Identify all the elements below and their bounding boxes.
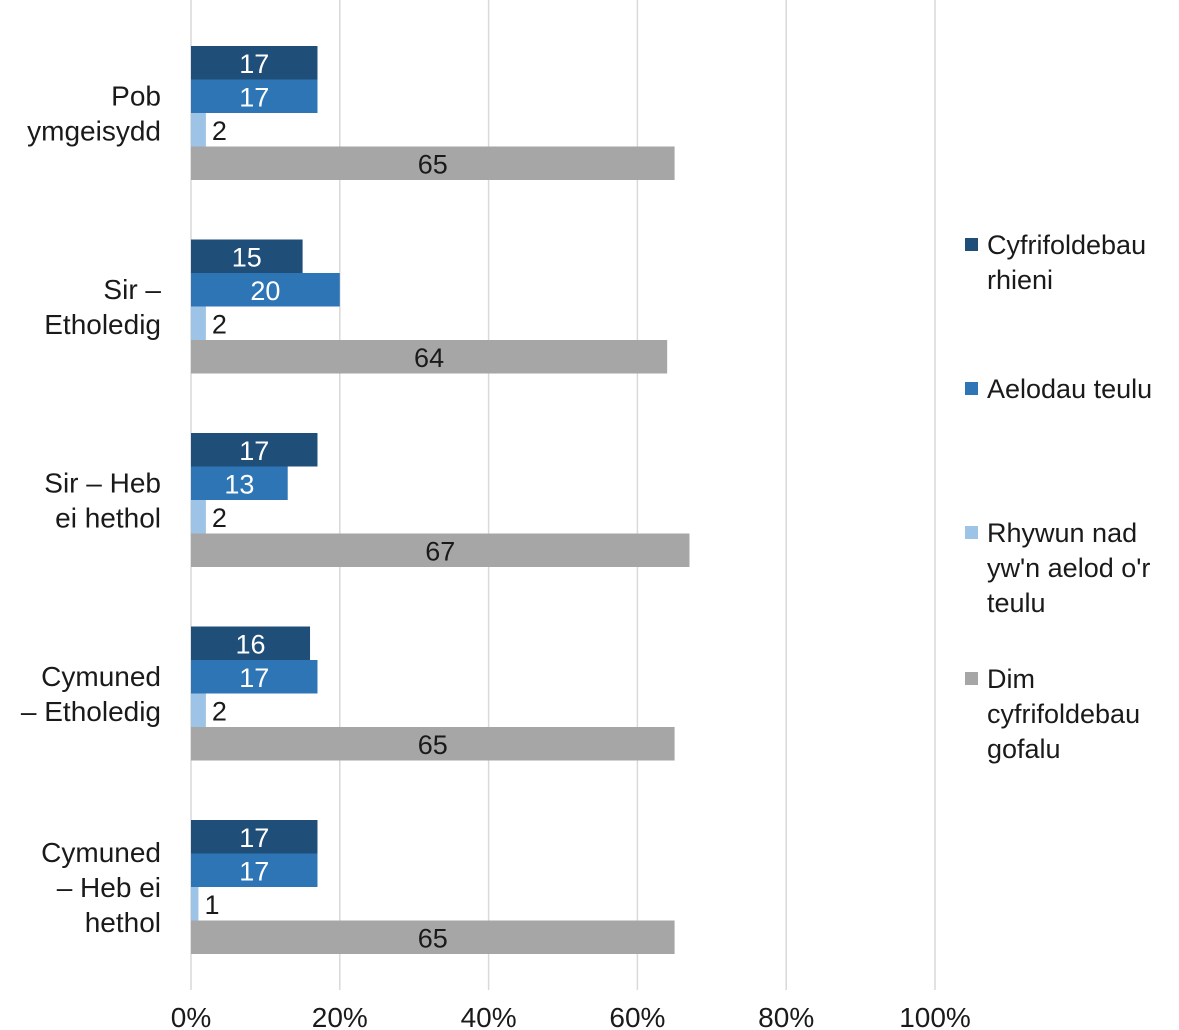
- bar: [191, 239, 303, 273]
- bar: [191, 273, 340, 307]
- bar: [191, 306, 206, 340]
- data-label: 65: [418, 730, 448, 760]
- data-label: 1: [204, 890, 219, 920]
- bar: [191, 433, 318, 467]
- bar: [191, 146, 675, 180]
- category-label: Cymuned – Heb ei hethol: [41, 837, 161, 938]
- legend-swatch: [965, 238, 978, 251]
- x-tick-label: 40%: [461, 1002, 517, 1030]
- x-tick-label: 60%: [609, 1002, 665, 1030]
- category-label: Sir – Heb ei hethol: [44, 468, 161, 534]
- data-label: 64: [414, 343, 444, 373]
- data-label: 65: [418, 923, 448, 953]
- bar: [191, 466, 288, 500]
- x-axis-tick-labels: 0% 20% 40% 60% 80% 100%: [171, 1002, 971, 1030]
- category-label: Cymuned – Etholedig: [21, 661, 161, 727]
- x-tick-label: 100%: [899, 1002, 971, 1030]
- legend: Cyfrifoldebau rhieni Aelodau teulu Rhywun n…: [965, 0, 1175, 1030]
- data-label: 2: [212, 503, 227, 533]
- data-label: 65: [418, 149, 448, 179]
- legend-label: Rhywun nad yw'n aelod o'r teulu: [987, 518, 1151, 618]
- data-label: 67: [425, 536, 455, 566]
- legend-label: Cyfrifoldebau rhieni: [987, 230, 1147, 295]
- bar: [191, 340, 668, 374]
- bar: [191, 693, 206, 727]
- data-label: 2: [212, 696, 227, 726]
- category-labels: Pob ymgeisydd Sir – Etholedig Sir – Heb ei he…: [21, 81, 162, 939]
- bar: [191, 46, 318, 80]
- category-label: Sir – Etholedig: [44, 274, 161, 340]
- bar: [191, 660, 318, 694]
- bar: [191, 727, 675, 761]
- legend-swatch: [965, 382, 978, 395]
- legend-swatch: [965, 672, 978, 685]
- bar: [191, 500, 206, 534]
- legend-item: Cyfrifoldebau rhieni: [965, 228, 1177, 298]
- bar: [191, 887, 199, 921]
- x-tick-label: 0%: [171, 1002, 211, 1030]
- data-label: 17: [239, 856, 269, 886]
- legend-label: Dim cyfrifoldebau gofalu: [987, 664, 1141, 764]
- data-label: 2: [212, 309, 227, 339]
- bar: [191, 113, 206, 147]
- data-label: 13: [224, 469, 254, 499]
- legend-item: Rhywun nad yw'n aelod o'r teulu: [965, 516, 1177, 621]
- bar: [191, 820, 318, 854]
- data-label: 17: [239, 49, 269, 79]
- data-label: 17: [239, 436, 269, 466]
- bar: [191, 626, 311, 660]
- x-tick-label: 80%: [758, 1002, 814, 1030]
- x-tick-label: 20%: [312, 1002, 368, 1030]
- data-label: 17: [239, 82, 269, 112]
- bar: [191, 79, 318, 113]
- legend-label: Aelodau teulu: [987, 374, 1153, 404]
- bars: [191, 46, 690, 954]
- bar: [191, 853, 318, 887]
- legend-item: Aelodau teulu: [965, 372, 1177, 407]
- category-label: Pob ymgeisydd: [27, 81, 161, 147]
- data-label: 17: [239, 663, 269, 693]
- data-label: 2: [212, 116, 227, 146]
- bar: [191, 533, 690, 567]
- legend-item: Dim cyfrifoldebau gofalu: [965, 662, 1177, 767]
- data-label: 20: [250, 276, 280, 306]
- bar: [191, 920, 675, 954]
- legend-swatch: [965, 526, 978, 539]
- data-label: 17: [239, 823, 269, 853]
- data-label: 16: [235, 629, 265, 659]
- data-label: 15: [232, 242, 262, 272]
